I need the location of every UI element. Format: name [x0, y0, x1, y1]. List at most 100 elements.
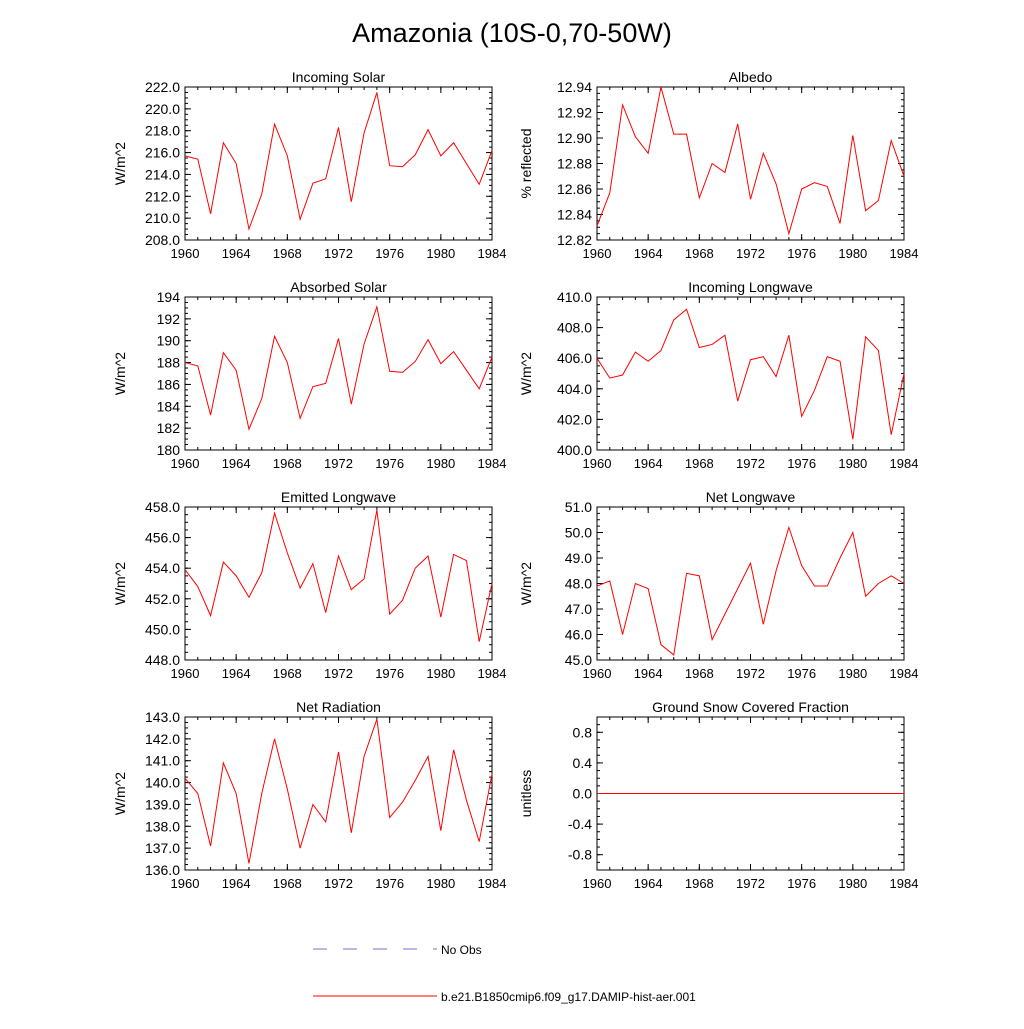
absorbed-solar-y-tick-label: 186	[157, 376, 181, 392]
net-longwave-ylabel: W/m^2	[518, 562, 534, 605]
albedo-y-tick-label: 12.86	[557, 181, 592, 197]
net-radiation-y-tick-label: 136.0	[145, 862, 180, 878]
albedo-x-tick-label: 1960	[583, 246, 612, 261]
absorbed-solar-y-tick-label: 192	[157, 311, 181, 327]
net-radiation-y-tick-label: 143.0	[145, 709, 180, 725]
emitted-longwave-y-tick-label: 450.0	[145, 621, 180, 637]
net-longwave-y-tick-label: 45.0	[565, 652, 592, 668]
net-longwave-title: Net Longwave	[706, 489, 796, 505]
ground-snow-covered-fraction-x-tick-label: 1964	[634, 876, 663, 891]
incoming-solar-x-tick-label: 1964	[222, 246, 251, 261]
net-radiation-x-tick-label: 1968	[273, 876, 302, 891]
panel-ground-snow-covered-fraction: Ground Snow Covered Fraction unitless 1960…	[518, 699, 918, 891]
albedo-series-line	[596, 86, 905, 236]
net-longwave-x-tick-label: 1980	[838, 666, 867, 681]
emitted-longwave-x-tick-label: 1968	[273, 666, 302, 681]
emitted-longwave-y-tick-label: 448.0	[145, 652, 180, 668]
net-longwave-y-tick-label: 49.0	[565, 550, 592, 566]
net-radiation-y-tick-label: 142.0	[145, 731, 180, 747]
incoming-longwave-x-tick-label: 1980	[838, 456, 867, 471]
incoming-solar-x-tick-label: 1984	[478, 246, 507, 261]
absorbed-solar-ylabel: W/m^2	[112, 352, 128, 395]
incoming-solar-y-tick-label: 214.0	[145, 166, 180, 182]
ground-snow-covered-fraction-y-tick-label: 0.8	[573, 724, 593, 740]
albedo-title: Albedo	[729, 69, 773, 85]
legend-label-model-run: b.e21.B1850cmip6.f09_g17.DAMIP-hist-aer.…	[441, 990, 696, 1004]
ground-snow-covered-fraction-x-tick-label: 1976	[787, 876, 816, 891]
incoming-longwave-title: Incoming Longwave	[688, 279, 813, 295]
ground-snow-covered-fraction-x-tick-label: 1960	[583, 876, 612, 891]
panel-incoming-solar: Incoming Solar W/m^2 1960 1964 1968 1972 1976 1…	[112, 69, 506, 261]
albedo-x-tick-label: 1968	[685, 246, 714, 261]
net-radiation-x-tick-label: 1960	[171, 876, 200, 891]
ground-snow-covered-fraction-x-tick-label: 1980	[838, 876, 867, 891]
net-radiation-x-tick-label: 1976	[375, 876, 404, 891]
net-radiation-x-tick-label: 1964	[222, 876, 251, 891]
panel-incoming-longwave: Incoming Longwave W/m^2 1960 1964 1968 1972 19…	[518, 279, 918, 471]
net-longwave-y-tick-label: 46.0	[565, 627, 592, 643]
panels: Incoming Solar W/m^2 1960 1964 1968 1972 1976 1…	[112, 69, 918, 891]
albedo-y-tick-label: 12.84	[557, 207, 592, 223]
panel-emitted-longwave: Emitted Longwave W/m^2 1960 1964 1968 1972 197…	[112, 489, 506, 681]
emitted-longwave-ylabel: W/m^2	[112, 562, 128, 605]
incoming-longwave-x-tick-label: 1976	[787, 456, 816, 471]
ground-snow-covered-fraction-x-tick-label: 1972	[736, 876, 765, 891]
absorbed-solar-y-tick-label: 194	[157, 289, 181, 305]
ground-snow-covered-fraction-x-tick-label: 1984	[890, 876, 919, 891]
net-radiation-frame	[184, 716, 493, 871]
emitted-longwave-title: Emitted Longwave	[281, 489, 396, 505]
absorbed-solar-x-tick-label: 1984	[478, 456, 507, 471]
net-longwave-x-tick-label: 1964	[634, 666, 663, 681]
albedo-y-tick-label: 12.88	[557, 156, 592, 172]
panel-albedo: Albedo % reflected 1960 1964 1968 1972 1976 198…	[518, 69, 918, 261]
net-radiation-series-line	[184, 719, 493, 864]
emitted-longwave-x-tick-label: 1980	[426, 666, 455, 681]
emitted-longwave-y-tick-label: 458.0	[145, 499, 180, 515]
incoming-longwave-y-tick-label: 402.0	[557, 411, 592, 427]
incoming-longwave-ylabel: W/m^2	[518, 352, 534, 395]
incoming-longwave-x-tick-label: 1972	[736, 456, 765, 471]
ground-snow-covered-fraction-x-tick-label: 1968	[685, 876, 714, 891]
net-radiation-title: Net Radiation	[296, 699, 381, 715]
net-longwave-series-line	[596, 525, 905, 656]
absorbed-solar-y-tick-label: 190	[157, 333, 181, 349]
emitted-longwave-y-tick-label: 452.0	[145, 591, 180, 607]
albedo-x-tick-label: 1980	[838, 246, 867, 261]
absorbed-solar-y-tick-label: 188	[157, 355, 181, 371]
incoming-longwave-y-tick-label: 410.0	[557, 289, 592, 305]
net-longwave-y-tick-label: 50.0	[565, 525, 592, 541]
incoming-longwave-frame	[596, 296, 905, 451]
absorbed-solar-x-tick-label: 1968	[273, 456, 302, 471]
incoming-longwave-x-tick-label: 1984	[890, 456, 919, 471]
emitted-longwave-x-tick-label: 1960	[171, 666, 200, 681]
incoming-solar-y-tick-label: 220.0	[145, 101, 180, 117]
albedo-ylabel: % reflected	[518, 128, 534, 198]
net-radiation-y-tick-label: 140.0	[145, 775, 180, 791]
net-radiation-y-tick-label: 139.0	[145, 796, 180, 812]
absorbed-solar-y-tick-label: 184	[157, 398, 181, 414]
absorbed-solar-frame	[184, 296, 493, 451]
incoming-longwave-series-line	[596, 308, 905, 440]
net-radiation-y-tick-label: 141.0	[145, 753, 180, 769]
absorbed-solar-x-tick-label: 1972	[324, 456, 353, 471]
emitted-longwave-x-tick-label: 1976	[375, 666, 404, 681]
albedo-x-tick-label: 1964	[634, 246, 663, 261]
absorbed-solar-x-tick-label: 1964	[222, 456, 251, 471]
emitted-longwave-x-tick-label: 1972	[324, 666, 353, 681]
ground-snow-covered-fraction-ylabel: unitless	[518, 770, 534, 817]
albedo-y-tick-label: 12.90	[557, 130, 592, 146]
emitted-longwave-series-line	[184, 509, 493, 642]
legend-label-no-obs: No Obs	[441, 943, 482, 957]
incoming-longwave-x-tick-label: 1964	[634, 456, 663, 471]
panel-net-radiation: Net Radiation W/m^2 1960 1964 1968 1972 1976 19…	[112, 699, 506, 891]
legend: No Obs b.e21.B1850cmip6.f09_g17.DAMIP-hi…	[313, 943, 696, 1004]
incoming-solar-title: Incoming Solar	[292, 69, 386, 85]
net-longwave-y-tick-label: 47.0	[565, 601, 592, 617]
absorbed-solar-y-tick-label: 182	[157, 420, 181, 436]
incoming-longwave-y-tick-label: 406.0	[557, 350, 592, 366]
incoming-solar-series-line	[184, 92, 493, 231]
incoming-solar-y-tick-label: 222.0	[145, 79, 180, 95]
incoming-solar-x-tick-label: 1972	[324, 246, 353, 261]
incoming-longwave-y-tick-label: 408.0	[557, 320, 592, 336]
